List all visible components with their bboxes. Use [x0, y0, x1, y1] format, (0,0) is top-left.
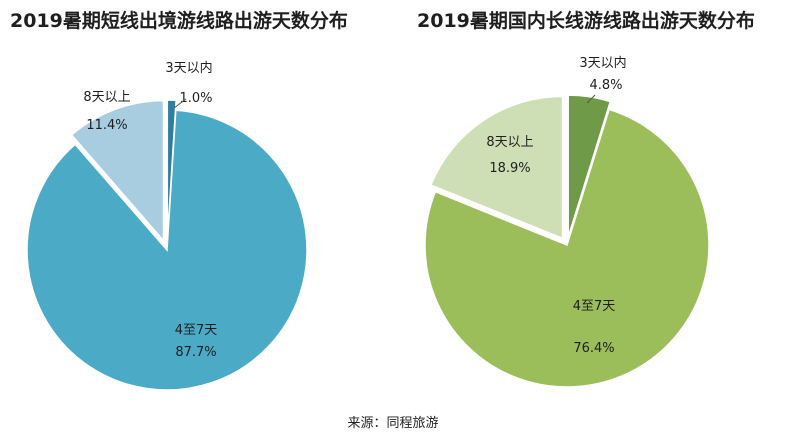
slice-value-outbound-2: 11.4% — [86, 118, 127, 133]
leader-line-outbound-0 — [173, 98, 187, 109]
slice-value-outbound-1: 87.7% — [175, 345, 216, 360]
chart-title-domestic: 2019暑期国内长线游线路出游天数分布 — [417, 10, 755, 32]
pie-slice-outbound-2 — [70, 99, 165, 243]
slice-label-domestic-0: 3天以内 — [579, 55, 626, 71]
slice-value-domestic-0: 4.8% — [589, 78, 622, 93]
source-note: 来源：同程旅游 — [347, 416, 439, 431]
slice-label-outbound-1: 4至7天 — [175, 323, 218, 338]
slice-value-outbound-0: 1.0% — [179, 91, 212, 106]
slice-value-domestic-2: 18.9% — [489, 161, 530, 176]
pie-slice-domestic-2 — [429, 95, 564, 240]
slice-label-domestic-1: 4至7天 — [573, 299, 616, 314]
slice-label-outbound-0: 3天以内 — [165, 60, 212, 76]
slice-label-outbound-2: 8天以上 — [83, 90, 130, 105]
slice-label-domestic-2: 8天以上 — [486, 135, 533, 150]
pie-slice-domestic-0 — [567, 94, 612, 238]
leader-line-domestic-0 — [586, 94, 596, 104]
pie-slice-domestic-1 — [424, 108, 710, 388]
pie-outbound: 3天以内 1.0% 4至7天 87.7% 8天以上 11.4% — [26, 60, 308, 391]
slice-value-domestic-1: 76.4% — [573, 341, 614, 356]
pie-domestic: 3天以内 4.8% 4至7天 76.4% 8天以上 18.9% — [424, 55, 710, 388]
pie-slice-outbound-1 — [26, 109, 308, 391]
chart-title-outbound: 2019暑期短线出境游线路出游天数分布 — [10, 10, 348, 32]
